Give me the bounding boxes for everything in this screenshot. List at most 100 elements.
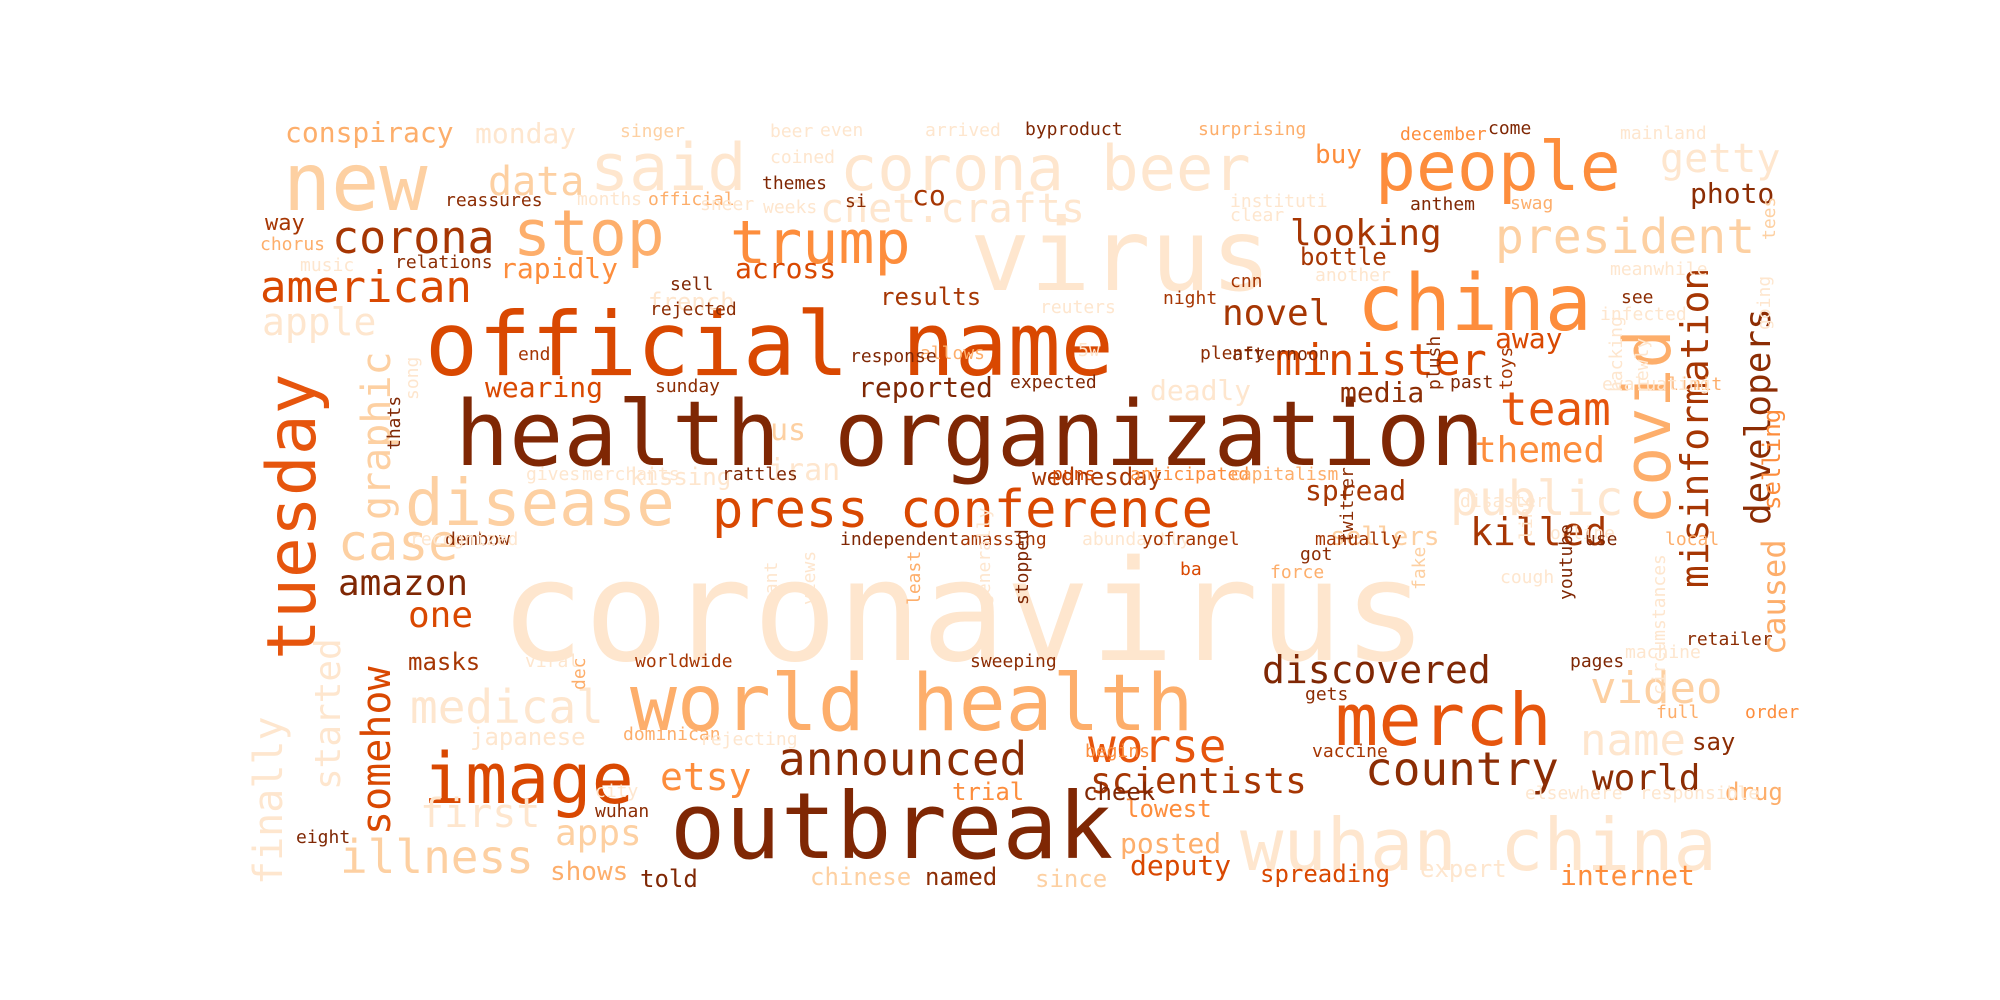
word-named: named	[925, 863, 997, 891]
word-sell: sell	[670, 274, 713, 295]
word-past: past	[1450, 372, 1493, 393]
word-somehow: somehow	[354, 666, 400, 835]
word-sunday: sunday	[655, 376, 720, 397]
word-french: french	[648, 288, 735, 316]
word-end: end	[518, 344, 551, 365]
word-newly: newly	[1632, 338, 1653, 392]
word-gives: gives	[526, 464, 580, 485]
word-independent: independent	[840, 529, 959, 550]
word-december: december	[1400, 124, 1487, 145]
word-drug: drug	[1725, 778, 1783, 806]
word-cnn: cnn	[1230, 271, 1263, 292]
word-chorus: chorus	[260, 234, 325, 255]
word-come: come	[1488, 118, 1531, 139]
word-new: new	[283, 136, 428, 229]
word-responsible: responsible	[1640, 783, 1759, 804]
word-media: media	[1340, 376, 1424, 409]
word-deadly: deadly	[1150, 374, 1251, 407]
word-dembow: dembow	[445, 529, 510, 550]
word-wednesday: wednesday	[1032, 463, 1162, 491]
word-internet: internet	[1560, 859, 1695, 892]
word-retailer: retailer	[1686, 629, 1773, 650]
word-another: another	[1315, 265, 1391, 286]
word-deputy: deputy	[1130, 849, 1231, 882]
word-co: co	[912, 179, 946, 212]
word-twitter: twitter	[1337, 467, 1358, 543]
word-rattles: rattles	[722, 464, 798, 485]
word-capitalism: capitalism	[1230, 464, 1338, 485]
word-swag: swag	[1510, 193, 1553, 214]
word-finally: finally	[246, 716, 292, 885]
word-cough: cough	[1500, 567, 1554, 588]
word-beer: beer	[770, 121, 814, 142]
word-outbreak: outbreak	[670, 773, 1113, 880]
word-reassures: reassures	[445, 190, 543, 211]
word-generally: generally	[974, 507, 995, 605]
word-views: views	[799, 551, 820, 605]
word-said: said	[590, 131, 747, 206]
word-caused: caused	[1755, 539, 1793, 655]
word-chinese: chinese	[810, 863, 911, 891]
word-plenty: plenty	[1200, 343, 1265, 364]
word-singer: singer	[620, 121, 685, 142]
word-toys: toys	[1496, 347, 1517, 390]
word-puns: puns	[1052, 464, 1095, 485]
word-virus: virus	[970, 197, 1271, 314]
word-photo: photo	[1690, 177, 1774, 210]
word-getty: getty	[1660, 136, 1780, 182]
word-masks: masks	[408, 648, 480, 676]
word-youtube: youtube	[1556, 524, 1577, 600]
word-rapidly: rapidly	[500, 252, 618, 285]
word-name: name	[1580, 715, 1686, 766]
word-apple: apple	[262, 300, 376, 344]
word-clear: clear	[1230, 205, 1284, 226]
word-thats: thats	[384, 396, 405, 450]
word-si: si	[845, 191, 867, 212]
word-announced: announced	[778, 732, 1027, 786]
word-night: night	[1163, 288, 1217, 309]
word-way: way	[265, 211, 305, 236]
word-spreading: spreading	[1260, 860, 1390, 888]
word-coined: coined	[770, 147, 835, 168]
word-manually: manually	[1315, 529, 1402, 550]
word-developers: developers	[1738, 308, 1779, 525]
word-buy: buy	[1315, 140, 1362, 170]
word-see: see	[1621, 287, 1654, 308]
word-meanwhile: meanwhile	[1610, 259, 1708, 280]
word-data: data	[488, 159, 584, 205]
word-since: since	[1035, 865, 1107, 893]
word-eight: eight	[296, 827, 350, 848]
word-limit: limit	[1668, 374, 1722, 395]
word-gets: gets	[1305, 684, 1348, 705]
word-country: country	[1365, 742, 1559, 796]
word-machine: machine	[1625, 642, 1701, 663]
word-mainland: mainland	[1620, 123, 1707, 144]
word-scientists: scientists	[1090, 761, 1307, 802]
word-started: started	[308, 638, 349, 790]
word-official: official	[648, 189, 735, 210]
word-monday: monday	[475, 117, 576, 150]
word-got: got	[1300, 544, 1333, 565]
word-themed: themed	[1475, 430, 1605, 471]
word-yofrangel: yofrangel	[1142, 529, 1240, 550]
word-sellers: sellers	[1330, 522, 1440, 552]
word-japanese: japanese	[470, 723, 586, 751]
word-rejecting: rejecting	[700, 729, 798, 750]
word-least: least	[904, 551, 925, 605]
word-instituti: instituti	[1230, 191, 1328, 212]
word-conspiracy: conspiracy	[285, 116, 454, 149]
word-rejected: rejected	[650, 299, 737, 320]
word-response: response	[850, 346, 937, 367]
word-vaccine: vaccine	[1312, 741, 1388, 762]
word-away: away	[1495, 322, 1562, 355]
word-told: told	[640, 865, 698, 893]
word-etsy: etsy	[660, 755, 752, 799]
word-allows: allows	[920, 343, 985, 364]
word-begins: begins	[1085, 741, 1150, 762]
word-looking: looking	[1290, 213, 1442, 254]
word-cnet-crafts: cnet.crafts	[820, 186, 1085, 232]
word-disease: disease	[405, 467, 675, 541]
word-video: video	[1590, 663, 1722, 714]
word-say: say	[1692, 728, 1735, 756]
